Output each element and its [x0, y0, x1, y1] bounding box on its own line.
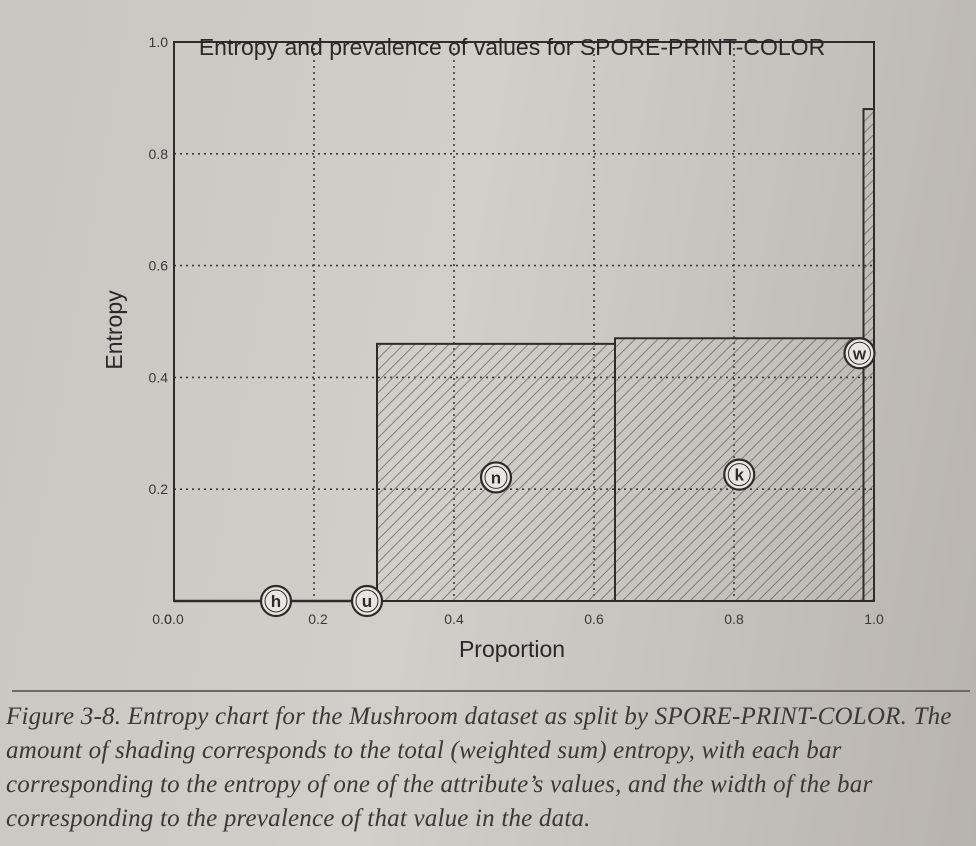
- bar-label-n: n: [479, 461, 513, 494]
- y-tick-label: 0.2: [149, 481, 169, 497]
- plot-border: [173, 41, 875, 602]
- svg-text:h: h: [271, 592, 281, 611]
- chart-title: Entropy and prevalence of values for SPO…: [199, 34, 825, 60]
- y-tick-label: 0.0: [152, 611, 172, 627]
- figure-frame: 0.0 0.2 0.4 0.6 0.8 1.0 0.2 0.4 0.6 0.8 1.0 0.0 h u n…: [12, 0, 970, 692]
- bar-label-h: h: [259, 584, 293, 618]
- bar-label-w: w: [843, 337, 876, 370]
- y-axis-label: Entropy: [101, 290, 127, 370]
- entropy-chart: 0.0 0.2 0.4 0.6 0.8 1.0 0.2 0.4 0.6 0.8 1.0 0.0 h u n…: [101, 34, 884, 662]
- bar-label-layer: h u n k w: [259, 337, 876, 618]
- svg-text:u: u: [362, 592, 372, 611]
- svg-text:w: w: [852, 344, 867, 363]
- y-tick-label: 0.4: [149, 369, 169, 385]
- bar-label-u: u: [350, 584, 384, 618]
- x-tick-label: 0.4: [444, 611, 464, 627]
- y-tick-label: 0.6: [149, 258, 169, 274]
- figure-caption: Figure 3-8. Entropy chart for the Mushro…: [6, 703, 952, 832]
- y-tick-label: 0.8: [149, 146, 169, 162]
- svg-text:k: k: [735, 466, 745, 485]
- x-tick-label: 0.8: [724, 611, 744, 627]
- svg-text:n: n: [491, 468, 501, 487]
- x-tick-label: 0.0: [164, 611, 184, 627]
- x-tick-label: 1.0: [864, 611, 884, 627]
- tick-layer: 0.0 0.2 0.4 0.6 0.8 1.0 0.2 0.4 0.6 0.8 1.0 0.0: [149, 34, 884, 627]
- x-axis-label: Proportion: [459, 636, 565, 662]
- x-tick-label: 0.2: [308, 611, 328, 627]
- bar-label-k: k: [723, 458, 756, 491]
- y-tick-label: 1.0: [149, 34, 169, 50]
- x-tick-label: 0.6: [584, 611, 604, 627]
- bar-layer: [174, 108, 875, 603]
